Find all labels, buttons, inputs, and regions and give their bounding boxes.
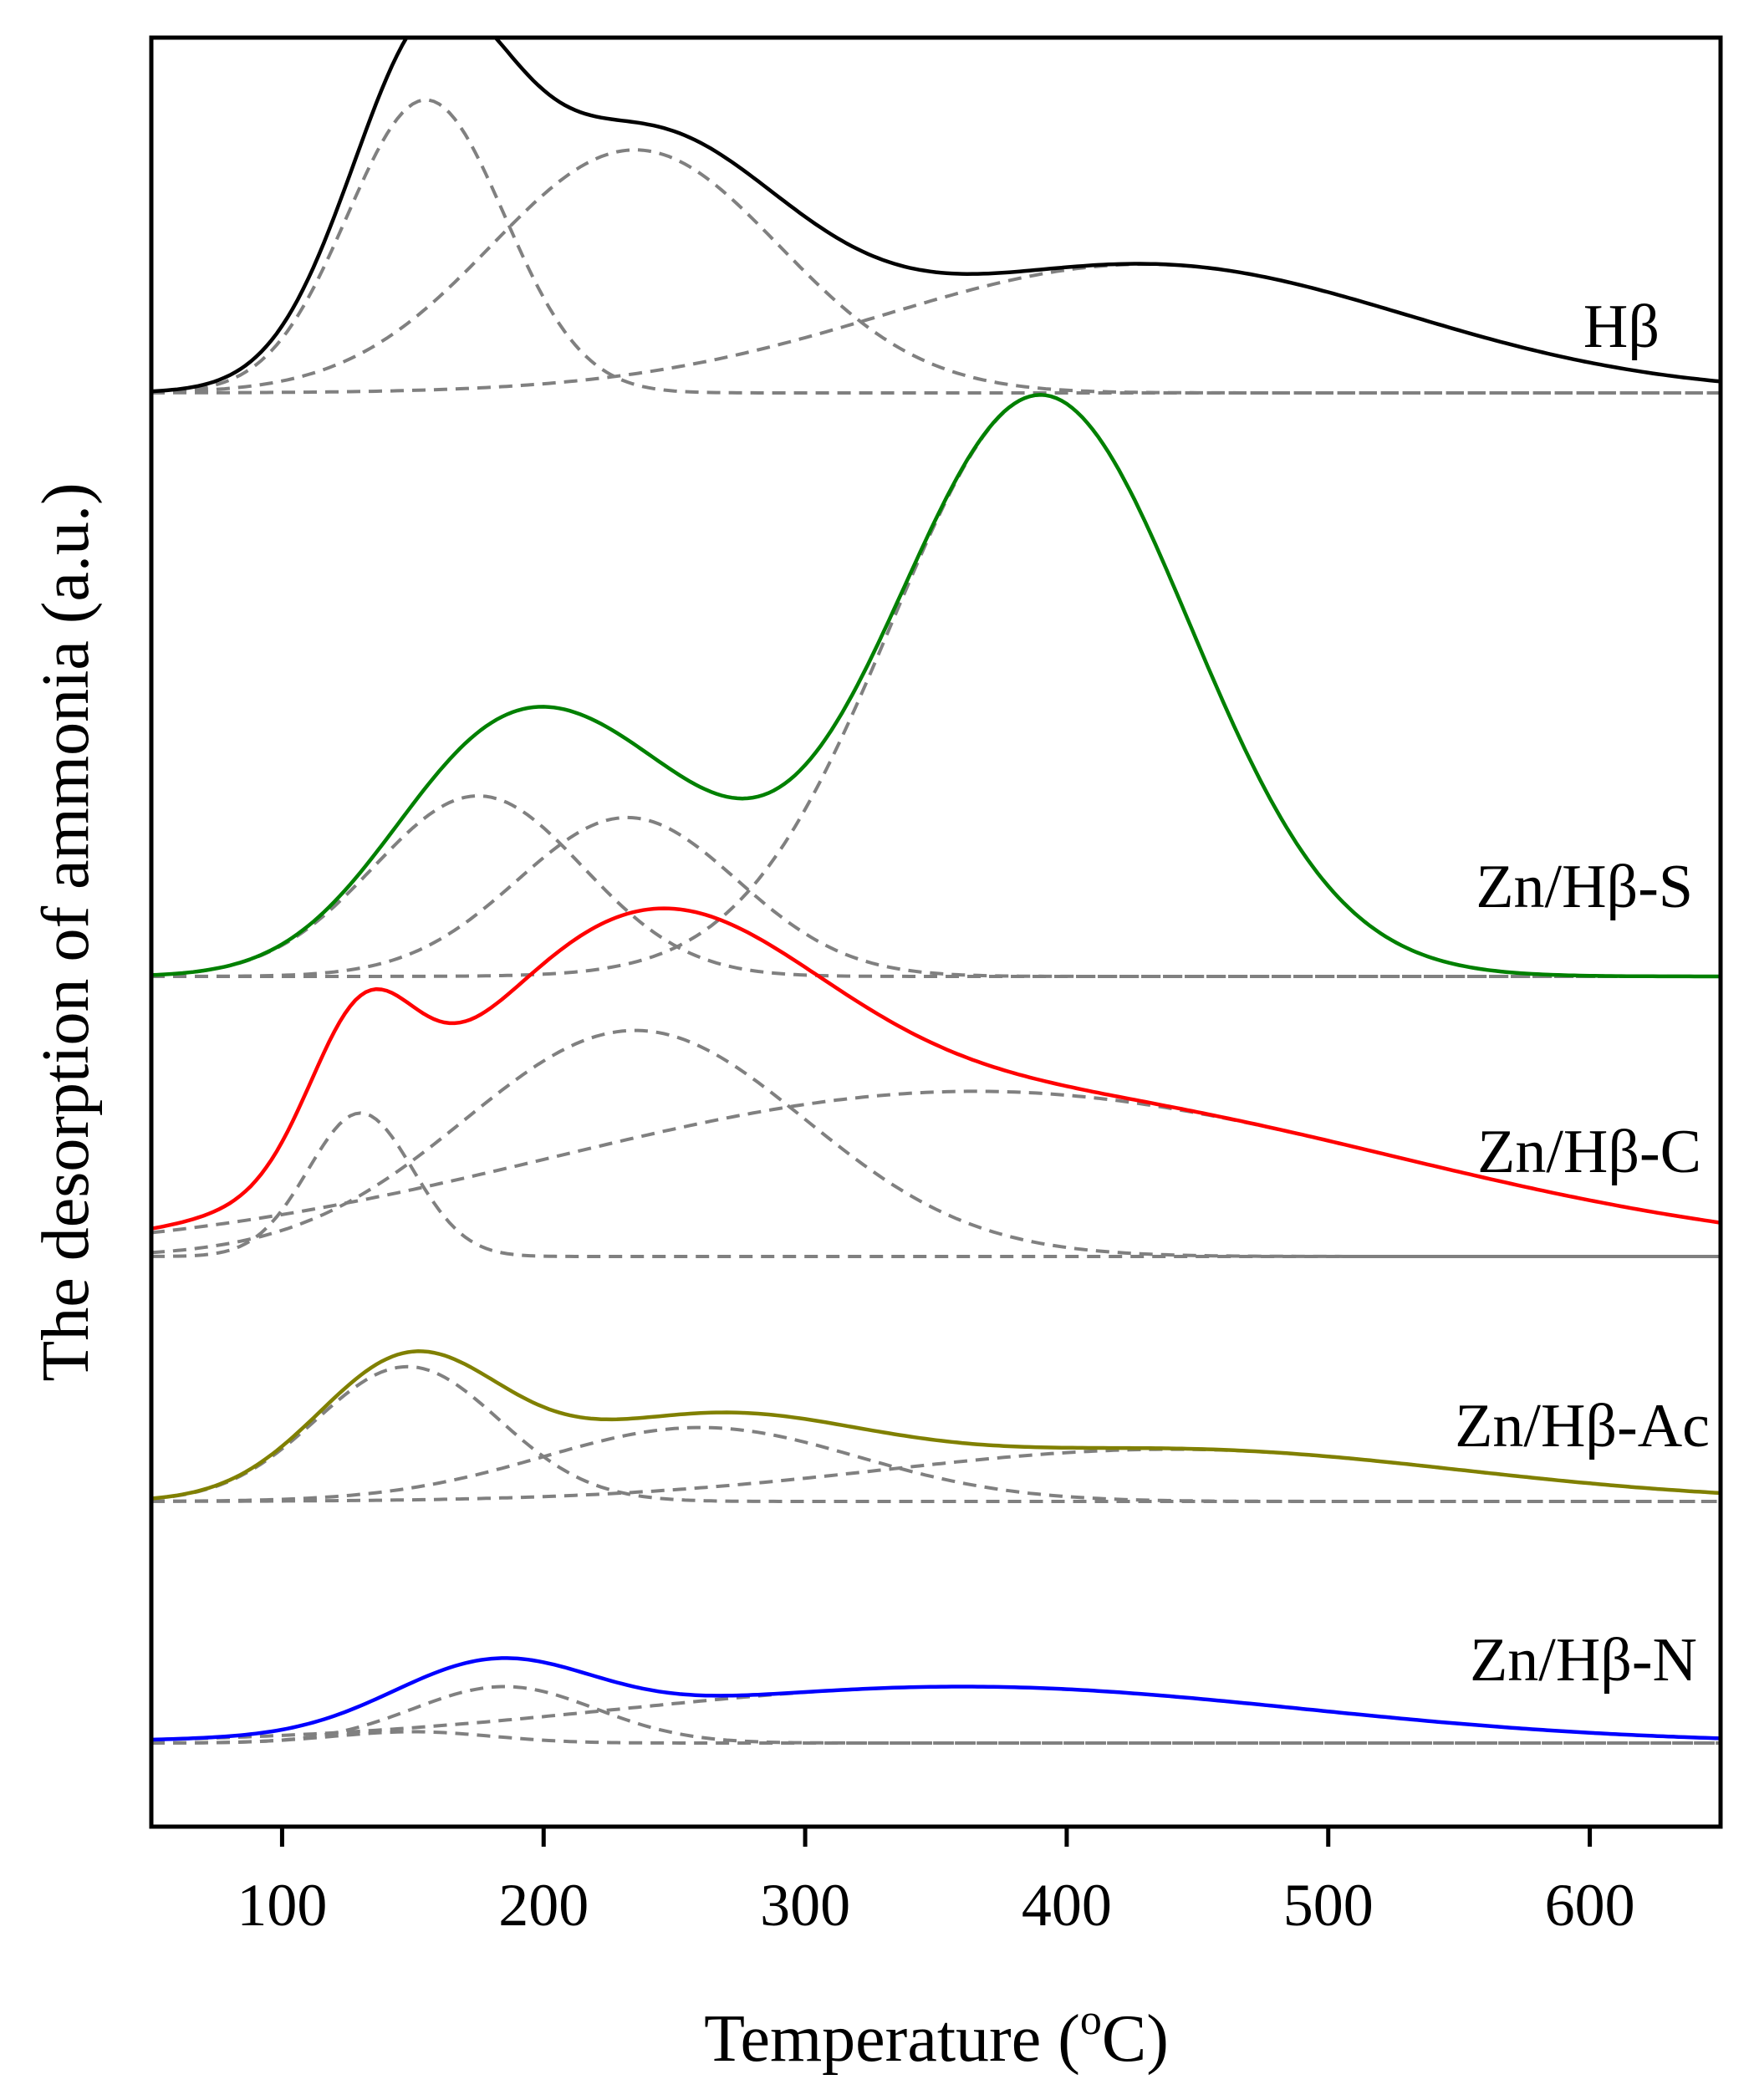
x-tick-label-3: 300 bbox=[760, 1872, 850, 1939]
series-label-5: Zn/Hβ-N bbox=[1470, 1626, 1697, 1695]
fit-peak-1-2 bbox=[151, 148, 1721, 395]
plot-frame bbox=[149, 35, 1723, 1829]
x-tick-label-1: 100 bbox=[237, 1872, 327, 1939]
series-line-3 bbox=[151, 906, 1721, 1231]
series-label-3: Zn/Hβ-C bbox=[1477, 1118, 1701, 1186]
fit-peak-5-1 bbox=[151, 1730, 1721, 1745]
fit-peak-1-3 bbox=[151, 262, 1721, 395]
series-line-5 bbox=[151, 1656, 1721, 1742]
x-tick-label-2: 200 bbox=[498, 1872, 589, 1939]
series-label-2: Zn/Hβ-S bbox=[1476, 853, 1693, 921]
series-line-2 bbox=[151, 393, 1721, 979]
series-label-4: Zn/Hβ-Ac bbox=[1455, 1392, 1710, 1460]
fit-peak-2-1 bbox=[151, 794, 1721, 978]
x-tick-label-5: 500 bbox=[1283, 1872, 1374, 1939]
fit-peak-4-2 bbox=[151, 1425, 1721, 1503]
x-axis-title-superscript: o bbox=[1080, 1996, 1102, 2044]
x-axis-ticks: 100 200 300 400 500 600 bbox=[237, 1827, 1635, 1939]
x-tick-label-4: 400 bbox=[1022, 1872, 1112, 1939]
fit-peak-3-1 bbox=[151, 1111, 1721, 1258]
series-line-1 bbox=[151, 38, 1721, 394]
y-axis-title: The desorption of ammonia (a.u.) bbox=[29, 482, 103, 1381]
fit-peak-3-2 bbox=[151, 1028, 1721, 1258]
series-line-4 bbox=[151, 1349, 1721, 1501]
series-label-1: Hβ bbox=[1583, 293, 1660, 361]
x-tick-label-6: 600 bbox=[1545, 1872, 1635, 1939]
x-axis-title: Temperature (oC) bbox=[704, 1996, 1169, 2076]
fit-peak-5-2 bbox=[151, 1685, 1721, 1745]
fit-peak-2-2 bbox=[151, 815, 1721, 978]
series-labels: Hβ Zn/Hβ-S Zn/Hβ-C Zn/Hβ-Ac Zn/Hβ-N bbox=[1455, 293, 1710, 1695]
fit-peak-1-1 bbox=[151, 98, 1721, 395]
